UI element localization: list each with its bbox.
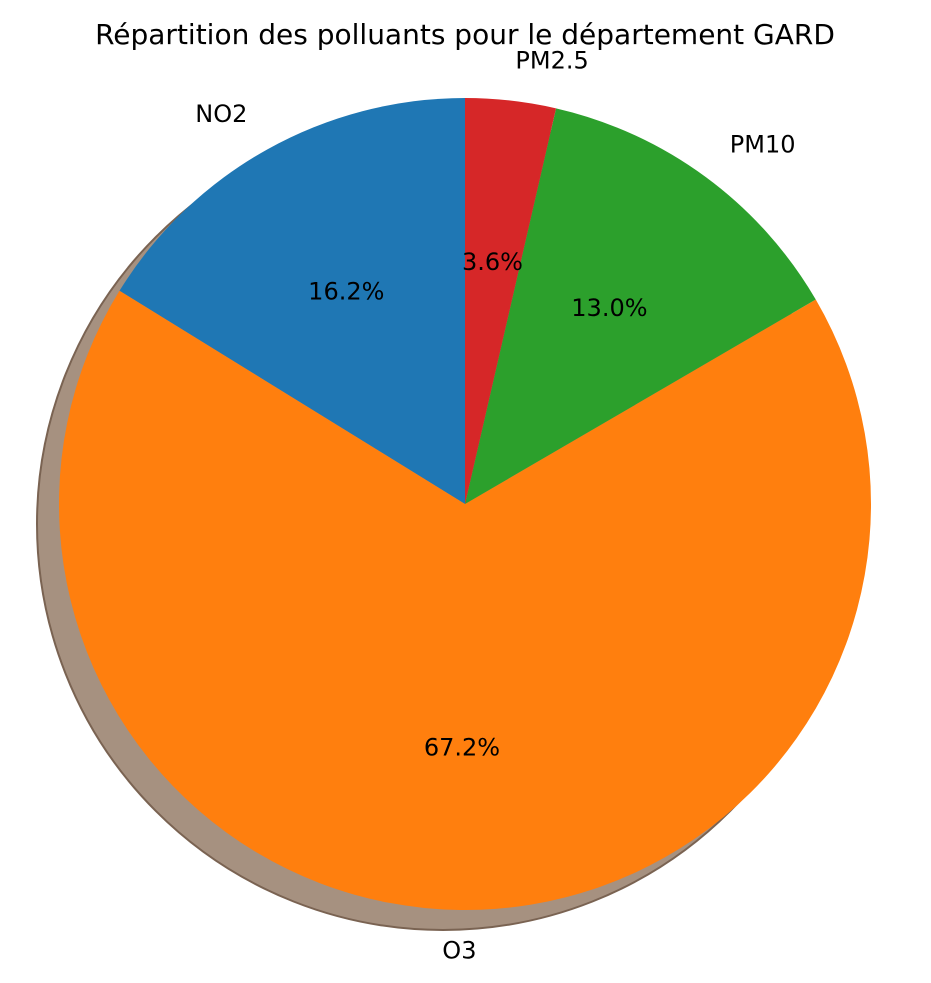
- slice-label-no2: NO2: [195, 100, 247, 128]
- slice-percent-no2: 16.2%: [308, 277, 384, 305]
- chart-title: Répartition des polluants pour le départ…: [95, 18, 835, 51]
- slice-percent-o3: 67.2%: [424, 734, 500, 762]
- pie-labels: NO2 16.2% O3 67.2% PM10 13.0% PM2.5 3.6%: [195, 46, 795, 964]
- slice-label-pm10: PM10: [730, 130, 796, 158]
- slice-label-o3: O3: [442, 937, 476, 965]
- slice-label-pm2-5: PM2.5: [515, 46, 588, 74]
- pie-slice-pm10: [465, 108, 816, 504]
- pie-slice-o3: [59, 290, 872, 910]
- pie-slice-pm2-5: [465, 98, 557, 504]
- pie-slice-no2: [119, 98, 465, 504]
- pie-slices: [59, 98, 872, 910]
- slice-percent-pm10: 13.0%: [571, 294, 647, 322]
- slice-percent-pm2-5: 3.6%: [462, 248, 523, 276]
